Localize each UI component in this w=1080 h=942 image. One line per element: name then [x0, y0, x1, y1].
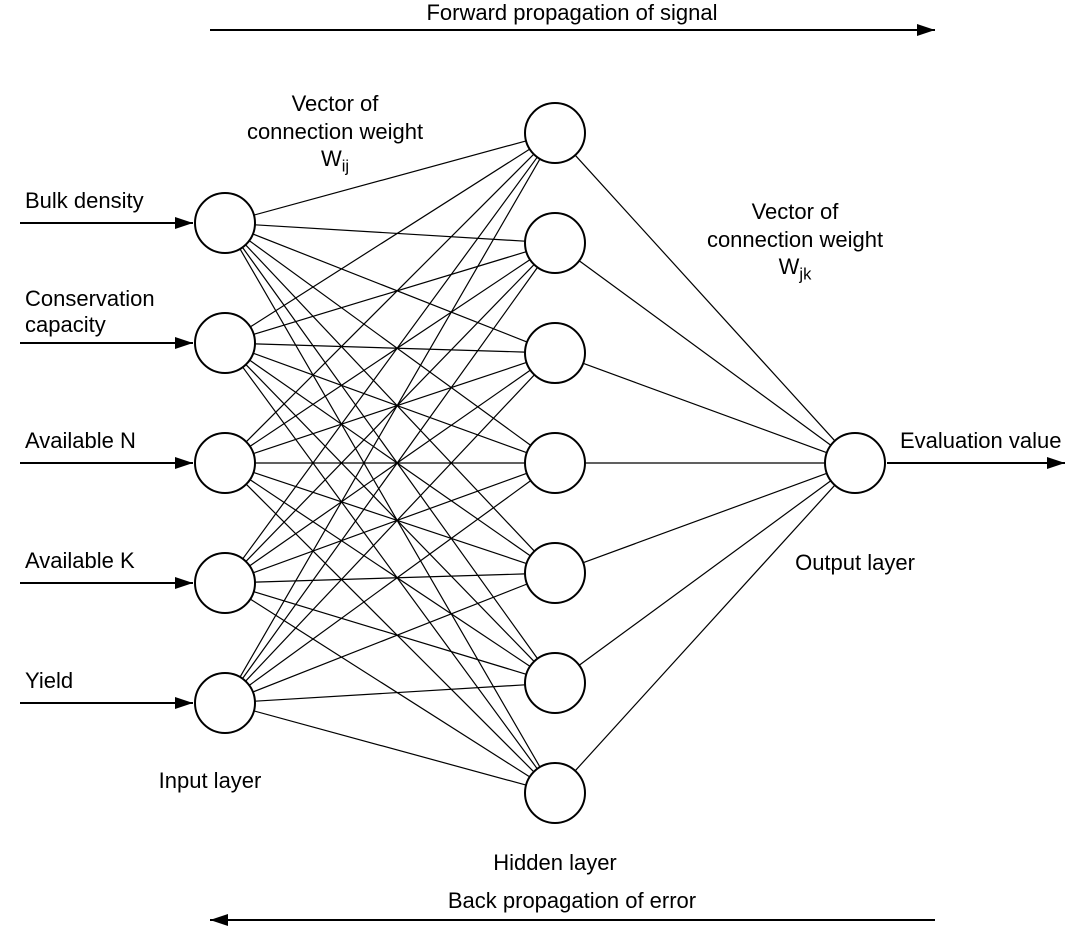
hidden-layer-label: Hidden layer: [493, 850, 617, 876]
edge-input-1-hidden-5: [246, 365, 534, 662]
input-label-1: Conservation capacity: [25, 286, 155, 338]
edge-hidden-1-output-0: [579, 261, 831, 446]
edge-input-2-hidden-4: [253, 472, 526, 563]
input-label-2: Available N: [25, 428, 136, 454]
edge-input-2-hidden-2: [253, 362, 526, 453]
edge-input-3-hidden-2: [250, 370, 531, 566]
input-node-4: [195, 673, 255, 733]
input-label-4: Yield: [25, 668, 73, 694]
edge-input-1-hidden-2: [255, 344, 525, 352]
output-layer-label: Output layer: [795, 550, 915, 576]
input-label-3: Available K: [25, 548, 135, 574]
hidden-node-6: [525, 763, 585, 823]
edge-hidden-6-output-0: [575, 485, 835, 771]
edge-input-1-hidden-1: [254, 252, 527, 335]
edge-input-1-hidden-6: [243, 367, 538, 769]
hidden-node-5: [525, 653, 585, 713]
weight-label-wjk: Vector ofconnection weightWjk: [707, 198, 883, 285]
output-node-0: [825, 433, 885, 493]
input-node-2: [195, 433, 255, 493]
input-node-1: [195, 313, 255, 373]
edge-input-0-hidden-3: [249, 241, 530, 446]
edge-input-3-hidden-5: [254, 592, 527, 675]
input-label-0: Bulk density: [25, 188, 144, 214]
neural-network-diagram: [0, 0, 1080, 942]
weight-label-wij: Vector ofconnection weightWij: [247, 90, 423, 177]
hidden-node-1: [525, 213, 585, 273]
hidden-node-2: [525, 323, 585, 383]
edge-input-0-hidden-1: [255, 225, 525, 241]
edge-input-3-hidden-1: [246, 265, 534, 562]
edge-input-4-hidden-3: [249, 481, 530, 686]
hidden-node-4: [525, 543, 585, 603]
edge-input-3-hidden-0: [243, 157, 538, 559]
input-layer-label: Input layer: [159, 768, 262, 794]
edge-input-1-hidden-4: [250, 360, 531, 556]
output-label-0: Evaluation value: [900, 428, 1061, 454]
hidden-node-3: [525, 433, 585, 493]
edge-input-4-hidden-4: [253, 584, 527, 692]
forward-propagation-label: Forward propagation of signal: [426, 0, 717, 26]
input-node-0: [195, 193, 255, 253]
edge-input-4-hidden-5: [255, 685, 525, 701]
edge-hidden-5-output-0: [579, 481, 831, 666]
edge-hidden-4-output-0: [583, 473, 827, 562]
input-node-3: [195, 553, 255, 613]
edge-input-0-hidden-2: [253, 234, 527, 342]
edge-input-3-hidden-6: [250, 599, 529, 777]
back-propagation-label: Back propagation of error: [448, 888, 696, 914]
hidden-node-0: [525, 103, 585, 163]
edge-hidden-2-output-0: [583, 363, 827, 452]
